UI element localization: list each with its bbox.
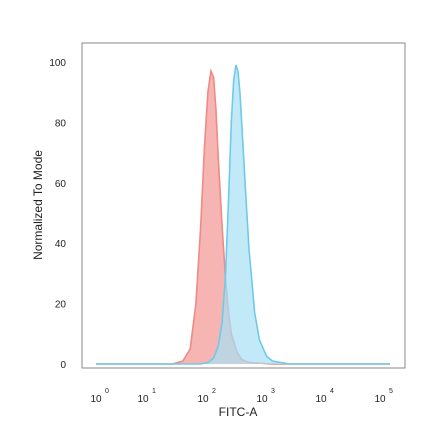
y-tick-label: 20 [55,300,67,311]
x-axis-title: FITC-A [219,405,258,419]
y-tick-label: 0 [60,360,66,371]
y-tick-label: 60 [55,179,67,190]
y-axis-title: Normalized To Mode [31,150,45,260]
histogram-areas [96,64,390,365]
x-tick-exponent: 0 [105,388,109,395]
x-tick-exponent: 5 [389,388,393,395]
x-tick-label: 10 [315,394,327,405]
series-2-line [96,64,390,365]
y-tick-label: 80 [55,118,67,129]
x-tick-exponent: 2 [212,388,216,395]
x-tick-exponent: 3 [271,388,275,395]
y-tick-label: 40 [55,239,67,250]
y-tick-labels: 0 20 40 60 80 100 [49,58,66,371]
x-tick-label: 10 [197,394,209,405]
x-tick-label: 10 [256,394,268,405]
y-tick-label: 100 [49,58,66,69]
x-tick-label: 10 [374,394,386,405]
series-2-area [96,65,390,364]
x-tick-exponent: 4 [330,388,334,395]
x-tick-label: 10 [137,394,149,405]
x-tick-exponent: 1 [152,388,156,395]
x-tick-label: 10 [90,394,102,405]
